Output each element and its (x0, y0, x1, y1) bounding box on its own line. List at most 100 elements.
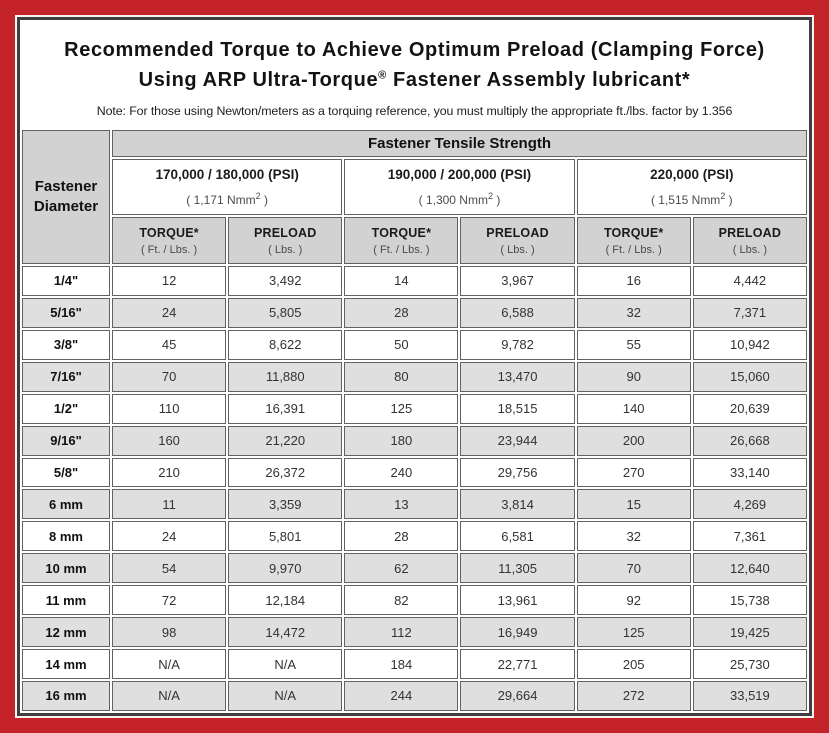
table-row: 5/8" 210 26,372 240 29,756 270 33,140 (22, 457, 807, 488)
torque-cell: 28 (344, 297, 459, 328)
strength-group-220: 220,000 (PSI) ( 1,515 Nmm2 ) (576, 159, 807, 215)
preload-cell: 11,305 (460, 553, 575, 584)
diameter-cell: 8 mm (22, 521, 110, 552)
torque-cell: 54 (112, 553, 227, 584)
preload-cell: N/A (228, 680, 343, 711)
torque-cell: 11 (112, 489, 227, 520)
torque-cell: 28 (344, 521, 459, 552)
psi-label: 220,000 (PSI) (650, 167, 734, 182)
torque-cell: 184 (344, 649, 459, 679)
torque-spec-table: Fastener Diameter Fastener Tensile Stren… (20, 128, 809, 713)
torque-cell: N/A (112, 649, 227, 679)
preload-cell: 3,492 (228, 266, 343, 296)
preload-cell: 6,588 (460, 297, 575, 328)
torque-cell: 110 (112, 393, 227, 424)
torque-cell: 125 (344, 393, 459, 424)
torque-cell: 244 (344, 680, 459, 711)
preload-cell: 13,961 (460, 585, 575, 616)
preload-cell: 21,220 (228, 425, 343, 456)
preload-cell: 9,782 (460, 329, 575, 360)
preload-cell: 8,622 (228, 329, 343, 360)
preload-cell: 3,967 (460, 266, 575, 296)
torque-cell: 210 (112, 457, 227, 488)
table-row: 10 mm 54 9,970 62 11,305 70 12,640 (22, 553, 807, 584)
diameter-header-line-1: Fastener (34, 177, 98, 195)
torque-cell: 270 (576, 457, 691, 488)
torque-cell: 72 (112, 585, 227, 616)
diameter-cell: 6 mm (22, 489, 110, 520)
torque-cell: 24 (112, 297, 227, 328)
nmm-label: ( 1,515 Nmm2 ) (650, 191, 733, 207)
diameter-cell: 7/16" (22, 361, 110, 392)
title-line-2-post: Fastener Assembly lubricant* (386, 69, 691, 91)
preload-cell: 5,805 (228, 297, 343, 328)
torque-cell: 55 (576, 329, 691, 360)
torque-column-header: TORQUE* ( Ft. / Lbs. ) (112, 217, 227, 264)
nmm-label: ( 1,171 Nmm2 ) (186, 191, 269, 207)
registered-trademark-symbol: ® (378, 69, 387, 82)
torque-cell: 205 (576, 649, 691, 679)
preload-cell: 4,442 (692, 266, 807, 296)
preload-cell: 7,361 (692, 521, 807, 552)
squared-sup: 2 (487, 191, 493, 201)
diameter-cell: 5/16" (22, 297, 110, 328)
tensile-strength-header: Fastener Tensile Strength (112, 130, 807, 157)
torque-cell: 70 (112, 361, 227, 392)
torque-cell: 62 (344, 553, 459, 584)
preload-cell: 25,730 (692, 649, 807, 679)
table-row: 12 mm 98 14,472 112 16,949 125 19,425 (22, 617, 807, 648)
content-panel: Recommended Torque to Achieve Optimum Pr… (15, 15, 814, 718)
psi-group-row: 170,000 / 180,000 (PSI) ( 1,171 Nmm2 ) 1… (22, 159, 807, 215)
preload-cell: 19,425 (692, 617, 807, 648)
preload-cell: 13,470 (460, 361, 575, 392)
diameter-header-line-2: Diameter (33, 198, 99, 215)
nmm-label: ( 1,300 Nmm2 ) (418, 191, 501, 207)
diameter-cell: 1/4" (22, 266, 110, 296)
preload-column-header: PRELOAD ( Lbs. ) (228, 217, 343, 264)
table-row: 7/16" 70 11,880 80 13,470 90 15,060 (22, 361, 807, 392)
torque-cell: 80 (344, 361, 459, 392)
table-body: 1/4" 12 3,492 14 3,967 16 4,442 5/16" 24… (22, 266, 807, 711)
torque-cell: 32 (576, 297, 691, 328)
preload-cell: 4,269 (692, 489, 807, 520)
preload-cell: 26,668 (692, 425, 807, 456)
diameter-cell: 3/8" (22, 329, 110, 360)
table-row: 1/2" 110 16,391 125 18,515 140 20,639 (22, 393, 807, 424)
torque-cell: 125 (576, 617, 691, 648)
table-row: 8 mm 24 5,801 28 6,581 32 7,361 (22, 521, 807, 552)
preload-cell: 14,472 (228, 617, 343, 648)
diameter-cell: 5/8" (22, 457, 110, 488)
table-row: 16 mm N/A N/A 244 29,664 272 33,519 (22, 680, 807, 711)
torque-cell: 50 (344, 329, 459, 360)
torque-cell: 70 (576, 553, 691, 584)
diameter-cell: 9/16" (22, 425, 110, 456)
psi-label: 170,000 / 180,000 (PSI) (155, 167, 299, 182)
preload-cell: 15,738 (692, 585, 807, 616)
torque-cell: 82 (344, 585, 459, 616)
preload-cell: 5,801 (228, 521, 343, 552)
torque-cell: 112 (344, 617, 459, 648)
diameter-column-header: Fastener Diameter (22, 130, 110, 264)
preload-cell: 7,371 (692, 297, 807, 328)
preload-cell: 3,359 (228, 489, 343, 520)
torque-cell: 13 (344, 489, 459, 520)
preload-cell: 33,140 (692, 457, 807, 488)
preload-cell: 11,880 (228, 361, 343, 392)
torque-cell: 14 (344, 266, 459, 296)
tensile-strength-row: Fastener Diameter Fastener Tensile Stren… (22, 130, 807, 264)
preload-cell: 10,942 (692, 329, 807, 360)
title-line-2: Using ARP Ultra-Torque® Fastener Assembl… (20, 65, 809, 95)
torque-cell: 45 (112, 329, 227, 360)
squared-sup: 2 (720, 191, 726, 201)
torque-cell: 15 (576, 489, 691, 520)
table-row: 11 mm 72 12,184 82 13,961 92 15,738 (22, 585, 807, 616)
title-line-1: Recommended Torque to Achieve Optimum Pr… (64, 39, 765, 61)
strength-group-190-200: 190,000 / 200,000 (PSI) ( 1,300 Nmm2 ) (344, 159, 575, 215)
table-row: 14 mm N/A N/A 184 22,771 205 25,730 (22, 649, 807, 679)
preload-cell: 23,944 (460, 425, 575, 456)
table-row: 5/16" 24 5,805 28 6,588 32 7,371 (22, 297, 807, 328)
torque-cell: 16 (576, 266, 691, 296)
table-row: 6 mm 11 3,359 13 3,814 15 4,269 (22, 489, 807, 520)
preload-cell: 33,519 (692, 680, 807, 711)
